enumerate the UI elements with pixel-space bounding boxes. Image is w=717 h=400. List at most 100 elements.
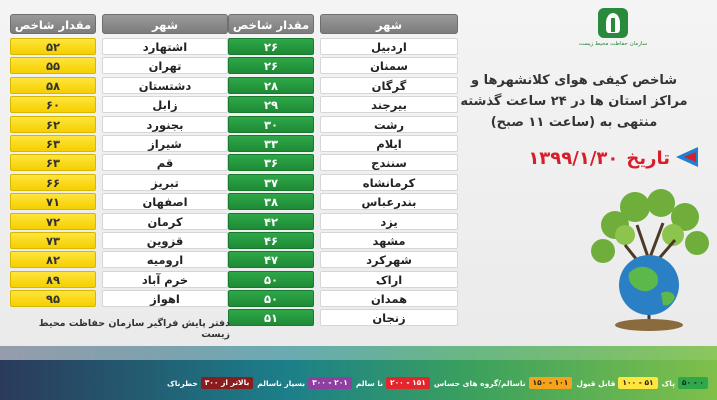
headline-line-2: مراکز استان ها در ۲۴ ساعت گذشته	[460, 94, 688, 109]
right-city-column: شهر اردبیل سمنان گرگان بیرجند رشت ایلام سنندج ک…	[320, 14, 458, 329]
source-footnote: دفتر پایش فراگیر سازمان حفاظت محیط زیست	[38, 318, 230, 340]
right-city-cell: بندرعباس	[320, 193, 458, 211]
left-city-cell: دشتستان	[102, 76, 228, 94]
right-value-cell: ۳۸	[228, 193, 314, 211]
left-value-cell: ۶۳	[10, 154, 96, 172]
legend-swatch: ۵۱ - ۱۰۰	[618, 377, 658, 389]
right-city-cell: سمنان	[320, 57, 458, 75]
legend-item: ناسالم/گروه های حساس ۱۰۱ - ۱۵۰	[434, 377, 573, 389]
right-value-cell: ۲۶	[228, 38, 314, 55]
right-value-cell: ۳۶	[228, 154, 314, 172]
right-city-cell: اراک	[320, 270, 458, 288]
left-value-cell: ۶۶	[10, 173, 96, 191]
left-value-column: مقدار شاخص ۵۲ ۵۵ ۵۸ ۶۰ ۶۲ ۶۳ ۶۳ ۶۶ ۷۱ ۷۲ ۷۳ ۸۲ ۸۹ ۹۵	[10, 14, 96, 309]
right-value-cell: ۳۷	[228, 173, 314, 191]
legend-label: نا سالم	[355, 378, 384, 388]
left-value-cell: ۶۰	[10, 96, 96, 114]
left-value-cell: ۵۵	[10, 57, 96, 75]
left-city-cell: اشتهارد	[102, 38, 228, 55]
right-city-cell: اردبیل	[320, 38, 458, 55]
legend-item: نا سالم ۱۵۱ - ۲۰۰	[356, 377, 430, 389]
right-value-cell: ۳۰	[228, 115, 314, 133]
leaf-emblem-icon	[598, 8, 628, 38]
left-city-cell: بجنورد	[102, 115, 228, 133]
city-header: شهر	[320, 14, 458, 34]
right-aqi-table: مقدار شاخص ۲۶ ۲۶ ۲۸ ۲۹ ۳۰ ۳۳ ۳۶ ۳۷ ۳۸ ۴۲ ۴۶ ۴۷ ۵۰ ۵۰ ۵…	[228, 14, 458, 329]
right-value-cell: ۵۰	[228, 290, 314, 308]
left-city-cell: قم	[102, 154, 228, 172]
left-city-cell: زابل	[102, 96, 228, 114]
legend-item: پاک ۰ - ۵۰	[662, 377, 708, 389]
legend-swatch: ۱۵۱ - ۲۰۰	[386, 377, 430, 389]
left-value-cell: ۵۲	[10, 38, 96, 55]
left-value-cell: ۷۲	[10, 212, 96, 230]
legend-label: پاک	[661, 378, 675, 388]
bottom-band	[0, 346, 717, 400]
date-label: تاریخ	[626, 147, 670, 169]
left-value-cell: ۹۵	[10, 290, 96, 308]
right-value-column: مقدار شاخص ۲۶ ۲۶ ۲۸ ۲۹ ۳۰ ۳۳ ۳۶ ۳۷ ۳۸ ۴۲ ۴۶ ۴۷ ۵۰ ۵۰ ۵…	[228, 14, 314, 329]
right-city-cell: زنجان	[320, 309, 458, 327]
right-city-cell: سنندج	[320, 154, 458, 172]
left-aqi-table: مقدار شاخص ۵۲ ۵۵ ۵۸ ۶۰ ۶۲ ۶۳ ۶۳ ۶۶ ۷۱ ۷۲ ۷۳ ۸۲ ۸۹ ۹۵ …	[10, 14, 228, 309]
left-city-cell: قزوین	[102, 231, 228, 249]
legend-label: ناسالم/گروه های حساس	[433, 378, 526, 388]
band-highlight	[0, 346, 717, 360]
legend-label: خطرناک	[167, 378, 198, 388]
legend-swatch: ۲۰۱ - ۳۰۰	[308, 377, 352, 389]
left-city-cell: اهواز	[102, 290, 228, 308]
left-city-cell: ارومیه	[102, 251, 228, 269]
left-city-cell: تبریز	[102, 173, 228, 191]
left-city-cell: شیراز	[102, 134, 228, 152]
value-header: مقدار شاخص	[10, 14, 96, 34]
headline-line-3: منتهی به (ساعت ۱۱ صبح)	[490, 115, 658, 130]
arrow-accent-icon	[684, 152, 696, 162]
date-value: ۱۳۹۹/۱/۳۰	[528, 147, 619, 169]
right-value-cell: ۲۹	[228, 96, 314, 114]
left-value-cell: ۵۸	[10, 76, 96, 94]
right-city-cell: مشهد	[320, 231, 458, 249]
right-city-cell: همدان	[320, 290, 458, 308]
right-value-cell: ۴۷	[228, 251, 314, 269]
earth-tree-illustration	[591, 189, 709, 331]
right-city-cell: ایلام	[320, 134, 458, 152]
legend-item: خطرناک بالاتر از ۳۰۰	[167, 377, 254, 389]
legend-item: بسیار ناسالم ۲۰۱ - ۳۰۰	[257, 377, 352, 389]
legend-swatch: ۱۰۱ - ۱۵۰	[528, 377, 573, 389]
right-value-cell: ۵۱	[228, 309, 314, 327]
right-value-cell: ۲۸	[228, 76, 314, 94]
left-value-cell: ۶۳	[10, 134, 96, 152]
left-city-cell: اصفهان	[102, 193, 228, 211]
legend-item: قابل قبول ۵۱ - ۱۰۰	[576, 377, 658, 389]
legend-label: بسیار ناسالم	[257, 378, 306, 388]
right-city-cell: شهرکرد	[320, 251, 458, 269]
right-value-cell: ۳۳	[228, 134, 314, 152]
left-value-cell: ۸۲	[10, 251, 96, 269]
legend-label: قابل قبول	[576, 378, 616, 388]
left-city-cell: خرم آباد	[102, 270, 228, 288]
headline: شاخص کیفی هوای کلانشهرها و مراکز استان ه…	[440, 70, 708, 133]
legend-swatch: بالاتر از ۳۰۰	[200, 377, 254, 389]
right-city-cell: کرمانشاه	[320, 173, 458, 191]
left-city-cell: تهران	[102, 57, 228, 75]
city-header: شهر	[102, 14, 228, 34]
left-value-cell: ۷۳	[10, 231, 96, 249]
right-value-cell: ۲۶	[228, 57, 314, 75]
left-value-cell: ۷۱	[10, 193, 96, 211]
legend-swatch: ۰ - ۵۰	[677, 377, 708, 389]
right-city-cell: بیرجند	[320, 96, 458, 114]
right-value-cell: ۴۶	[228, 231, 314, 249]
left-value-cell: ۶۲	[10, 115, 96, 133]
value-header: مقدار شاخص	[228, 14, 314, 34]
right-value-cell: ۵۰	[228, 270, 314, 288]
left-city-cell: کرمان	[102, 212, 228, 230]
right-city-cell: گرگان	[320, 76, 458, 94]
logo-caption: سازمان حفاظت محیط زیست	[578, 41, 648, 47]
left-city-column: شهر اشتهارد تهران دشتستان زابل بجنورد شیراز قم…	[102, 14, 228, 309]
right-city-cell: رشت	[320, 115, 458, 133]
right-value-cell: ۴۲	[228, 212, 314, 230]
left-value-cell: ۸۹	[10, 270, 96, 288]
doe-logo: سازمان حفاظت محیط زیست	[578, 8, 648, 54]
headline-line-1: شاخص کیفی هوای کلانشهرها و	[471, 73, 677, 88]
aqi-legend: خطرناک بالاتر از ۳۰۰ بسیار ناسالم ۲۰۱ - ۳۰۰…	[18, 375, 708, 391]
